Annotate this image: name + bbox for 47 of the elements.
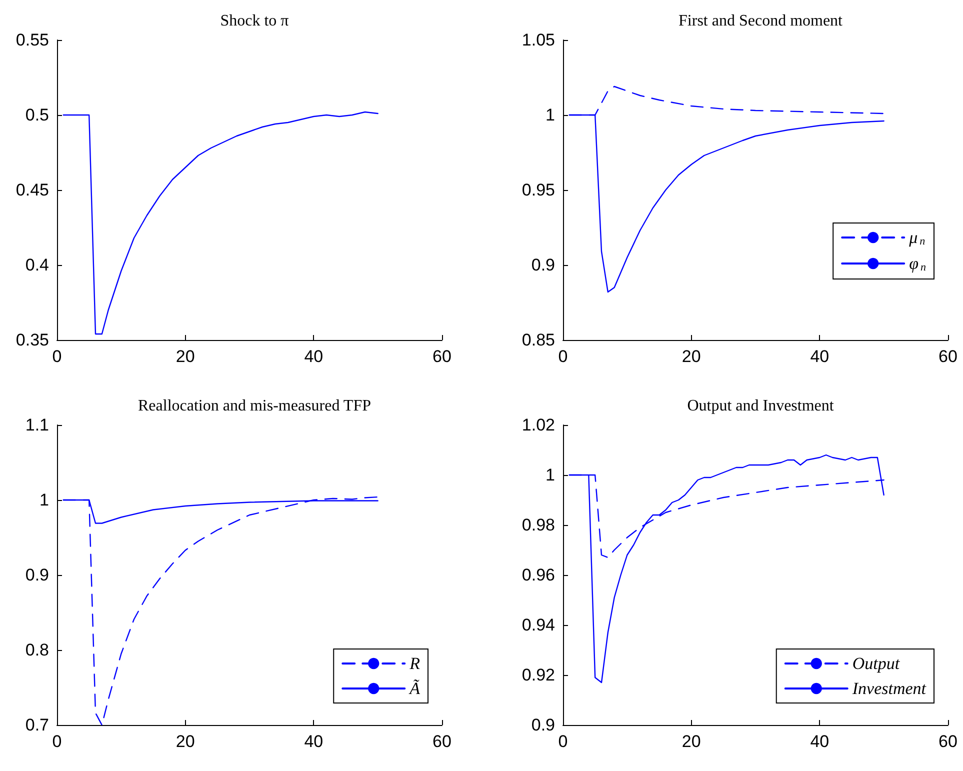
- x-tick-label: 60: [432, 347, 452, 366]
- x-tick-label: 60: [432, 732, 452, 751]
- y-tick-label: 0.55: [16, 30, 49, 50]
- chart-title: Reallocation and mis-measured TFP: [138, 398, 372, 414]
- y-tick-label: 0.92: [522, 666, 555, 684]
- x-tick-label: 0: [558, 732, 568, 751]
- legend-label: Investment: [851, 679, 928, 698]
- x-tick-label: 0: [558, 347, 568, 366]
- y-tick-label: 0.98: [522, 516, 555, 534]
- y-tick-label: 0.95: [522, 180, 555, 200]
- y-tick-label: 0.94: [522, 616, 555, 634]
- x-tick-label: 0: [52, 347, 62, 366]
- x-tick-label: 40: [810, 347, 830, 366]
- x-tick-label: 20: [682, 732, 701, 751]
- x-tick-label: 20: [176, 732, 195, 751]
- y-tick-label: 0.8: [25, 640, 49, 660]
- y-tick-label: 1: [40, 490, 49, 510]
- line-series: [62, 111, 378, 335]
- y-tick-label: 0.9: [25, 566, 49, 584]
- y-tick-label: 1: [546, 106, 555, 124]
- y-tick-label: 1.1: [25, 416, 49, 434]
- chart-title: First and Second moment: [678, 12, 844, 30]
- y-tick-label: 0.4: [25, 256, 49, 274]
- x-tick-label: 60: [938, 347, 958, 366]
- x-tick-label: 40: [810, 732, 830, 751]
- x-tick-label: 20: [176, 347, 195, 366]
- x-tick-label: 60: [938, 732, 958, 751]
- y-tick-label: 0.35: [16, 330, 49, 350]
- legend-label: Output: [852, 654, 901, 673]
- y-tick-label: 0.45: [16, 180, 49, 200]
- legend-label: Ã: [408, 679, 421, 698]
- y-tick-label: 0.5: [25, 106, 49, 124]
- x-tick-label: 40: [304, 732, 324, 751]
- y-tick-label: 1: [546, 466, 555, 484]
- legend-label: R: [408, 654, 421, 673]
- y-tick-label: 1.05: [522, 30, 555, 50]
- y-tick-label: 0.96: [522, 566, 555, 584]
- x-tick-label: 40: [304, 347, 324, 366]
- chart-title: Shock to π: [220, 12, 289, 30]
- y-tick-label: 0.7: [25, 716, 49, 734]
- chart-title: Output and Investment: [687, 398, 834, 414]
- y-tick-label: 0.9: [531, 256, 555, 274]
- y-tick-label: 0.85: [522, 330, 555, 350]
- y-tick-label: 1.02: [522, 416, 555, 434]
- x-tick-label: 20: [682, 347, 701, 366]
- y-tick-label: 0.9: [531, 716, 555, 734]
- x-tick-label: 0: [52, 732, 62, 751]
